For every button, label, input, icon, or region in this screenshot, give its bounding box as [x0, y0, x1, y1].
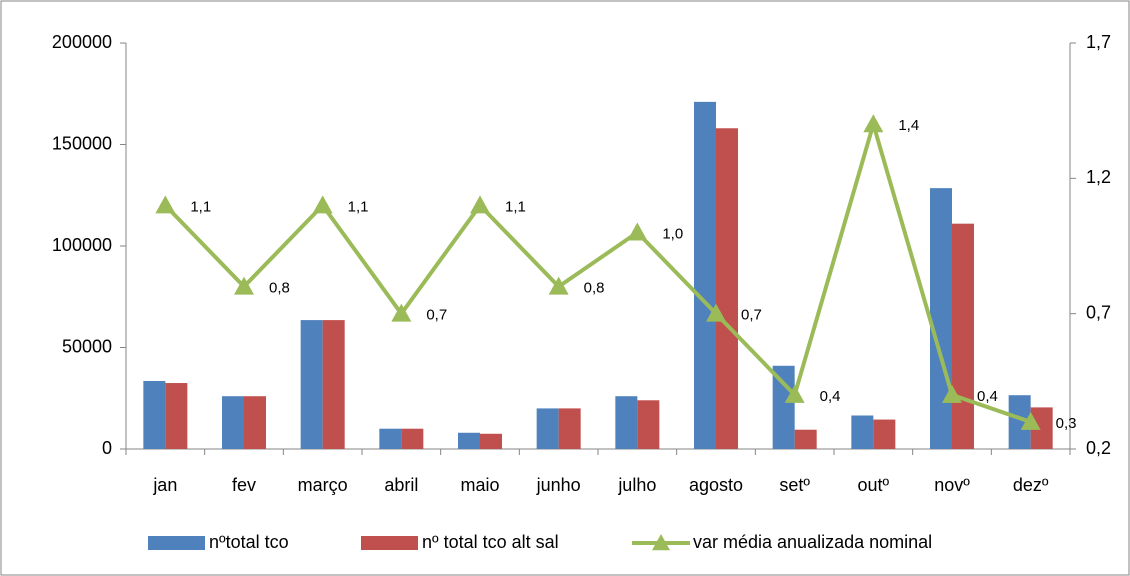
marker [784, 384, 805, 403]
marker [234, 276, 254, 295]
bar [873, 419, 896, 449]
bar [322, 320, 345, 449]
y2-tick-label: 1,7 [1086, 32, 1111, 52]
data-label: 1,1 [348, 198, 369, 215]
bar [1030, 407, 1053, 449]
data-label: 0,8 [269, 280, 290, 297]
marker [548, 276, 569, 295]
x-tick-label: junho [536, 475, 581, 495]
bar [401, 428, 424, 449]
data-label: 0,7 [426, 307, 447, 324]
x-tick-label: fev [232, 475, 256, 495]
marker [155, 195, 176, 214]
bar [458, 432, 480, 449]
data-label: 1,1 [505, 198, 526, 215]
marker [470, 195, 490, 214]
bar [222, 396, 244, 449]
x-tick-label: abril [384, 475, 418, 495]
x-tick-label: jan [152, 475, 177, 495]
marker [706, 303, 726, 322]
line [163, 122, 1032, 424]
bar [143, 380, 166, 449]
marker [391, 303, 412, 322]
y-tick-label: 200000 [52, 32, 112, 52]
x-tick-label: agosto [689, 475, 743, 495]
x-tick-label: julho [617, 475, 656, 495]
bar [637, 400, 660, 449]
bar [379, 428, 402, 449]
x-tick-label: dezº [1013, 475, 1049, 495]
bar [536, 408, 559, 449]
data-label: 0,8 [584, 280, 605, 297]
y-tick-label: 150000 [52, 133, 112, 153]
legend-label: var média anualizada nominal [693, 532, 932, 552]
legend-label: nºtotal tco [209, 532, 289, 552]
data-label: 0,4 [820, 388, 841, 405]
y-tick-label: 100000 [52, 235, 112, 255]
y-tick-label: 0 [102, 438, 112, 458]
x-tick-label: outº [858, 475, 890, 495]
x-tick-label: novº [934, 475, 970, 495]
bar [851, 415, 874, 449]
y2-tick-label: 1,2 [1086, 167, 1111, 187]
marker [942, 384, 962, 403]
marker [627, 222, 648, 241]
legend-label: nº total tco alt sal [422, 532, 559, 552]
bar [300, 320, 323, 449]
data-label: 0,7 [741, 307, 762, 324]
y-tick-label: 50000 [62, 336, 112, 356]
legend-swatch [361, 536, 418, 550]
y2-tick-label: 0,7 [1086, 302, 1111, 322]
bar [480, 433, 502, 449]
data-label: 0,3 [1056, 415, 1077, 432]
x-tick-label: maio [460, 475, 499, 495]
data-label: 1,4 [898, 117, 919, 134]
bar [615, 396, 638, 449]
bar [165, 383, 188, 449]
y2-tick-label: 0,2 [1086, 438, 1111, 458]
marker [312, 195, 333, 214]
x-tick-label: setº [779, 475, 810, 495]
bar [794, 429, 817, 449]
data-label: 1,0 [662, 225, 683, 242]
bar [1008, 395, 1031, 449]
bar [952, 223, 974, 449]
bar [694, 101, 716, 450]
data-label: 0,4 [977, 388, 998, 405]
bar [244, 396, 266, 449]
x-tick-label: março [298, 475, 348, 495]
data-label: 1,1 [190, 198, 211, 215]
marker [1020, 411, 1041, 430]
bar [558, 408, 581, 449]
bar [930, 188, 952, 449]
bar [716, 128, 738, 449]
marker [863, 114, 884, 133]
legend-marker [652, 534, 670, 551]
legend-swatch [148, 536, 205, 550]
